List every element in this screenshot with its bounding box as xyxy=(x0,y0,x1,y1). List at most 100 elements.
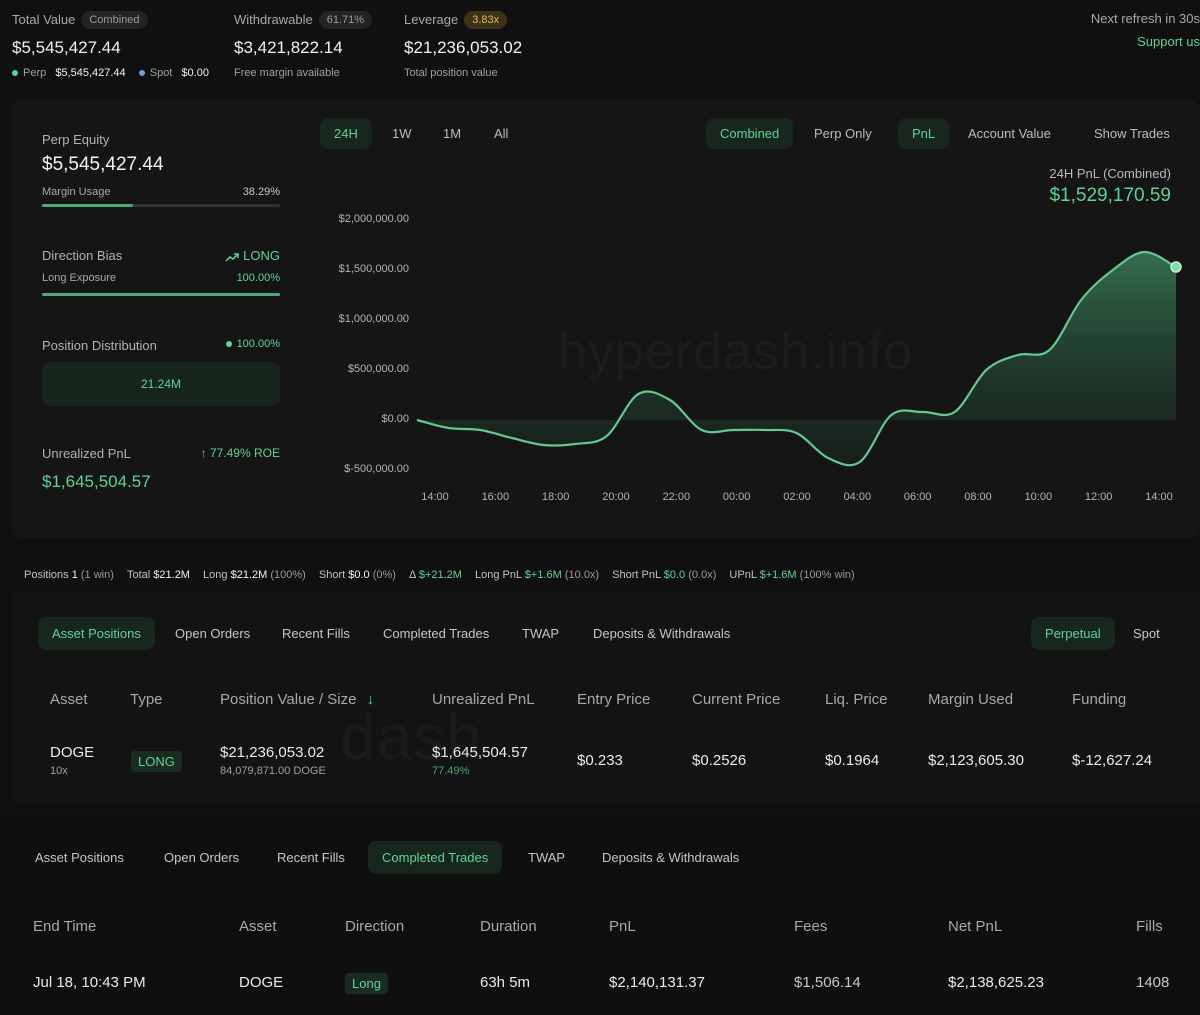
col-fees[interactable]: Fees xyxy=(794,918,828,935)
long-pct: (100%) xyxy=(270,569,306,581)
tab2-recent-fills[interactable]: Recent Fills xyxy=(277,850,345,865)
position-distribution-label: Position Distribution xyxy=(42,338,157,353)
roe: ↑ 77.49% ROE xyxy=(180,446,280,460)
leverage-label: Leverage xyxy=(404,12,459,28)
tab2-open-orders[interactable]: Open Orders xyxy=(164,850,240,865)
sort-down-icon: ↓ xyxy=(366,691,375,708)
col-end-time[interactable]: End Time xyxy=(33,918,97,935)
direction-bias-label: Direction Bias xyxy=(42,248,123,263)
unrealized-pnl-label: Unrealized PnL xyxy=(42,446,131,461)
tab-deposits-withdrawals[interactable]: Deposits & Withdrawals xyxy=(593,626,731,641)
tab2-twap[interactable]: TWAP xyxy=(528,850,566,865)
short-pnl-value: $0.0 xyxy=(663,569,686,581)
combined-badge: Combined xyxy=(81,11,148,29)
tab-completed-trades[interactable]: Completed Trades xyxy=(383,626,490,641)
col-type[interactable]: Type xyxy=(130,691,163,708)
position-distribution-box[interactable]: 21.24M xyxy=(42,362,280,406)
x-tick-label: 12:00 xyxy=(1084,491,1113,503)
short-label: Short xyxy=(318,569,346,581)
row-type-badge: LONG xyxy=(131,751,182,772)
col-net-pnl[interactable]: Net PnL xyxy=(948,918,1003,935)
tab-recent-fills[interactable]: Recent Fills xyxy=(282,626,350,641)
leverage-badge: 3.83x xyxy=(464,11,508,29)
show-trades-button[interactable]: Show Trades xyxy=(1094,126,1170,141)
trade-fills: 1408 xyxy=(1136,974,1170,991)
tab-spot[interactable]: Spot xyxy=(1133,626,1160,641)
range-24h[interactable]: 24H xyxy=(320,118,372,149)
perp-equity-value: $5,545,427.44 xyxy=(42,154,164,175)
col-current-price[interactable]: Current Price xyxy=(692,691,781,708)
upnl-value: $+1.6M xyxy=(759,569,797,581)
positions-count: 1 xyxy=(71,569,78,581)
col-entry-price[interactable]: Entry Price xyxy=(577,691,651,708)
x-tick-label: 14:00 xyxy=(1145,491,1173,503)
direction-bias: LONG xyxy=(200,248,280,263)
distribution-dot-icon xyxy=(225,341,232,348)
x-tick-label: 16:00 xyxy=(481,491,510,503)
withdrawable-value: $3,421,822.14 xyxy=(234,38,343,58)
mode-perp-only[interactable]: Perp Only xyxy=(814,126,872,141)
col-trade-asset[interactable]: Asset xyxy=(239,918,277,935)
watermark: hyperdash.info xyxy=(558,323,914,381)
pnl-value: $1,529,170.59 xyxy=(1049,185,1171,206)
long-pnl-value: $+1.6M xyxy=(524,569,562,581)
row-asset: DOGE xyxy=(50,744,95,761)
delta-value: $+21.2M xyxy=(418,569,462,581)
row-size: 84,079,871.00 DOGE xyxy=(220,765,326,777)
mode-combined[interactable]: Combined xyxy=(706,118,794,149)
total-value-block: Total Value Combined $5,545,427.44 Perp $… xyxy=(12,11,209,79)
long-value: $21.2M xyxy=(230,569,268,581)
positions-summary-bar: Positions 1 (1 win) Total $21.2M Long $2… xyxy=(24,569,855,581)
col-liq-price[interactable]: Liq. Price xyxy=(825,691,888,708)
range-1m[interactable]: 1M xyxy=(443,126,462,141)
upnl-label: UPnL xyxy=(729,569,757,581)
col-asset[interactable]: Asset xyxy=(50,691,88,708)
col-direction[interactable]: Direction xyxy=(345,918,405,935)
tab2-asset-positions[interactable]: Asset Positions xyxy=(35,850,124,865)
margin-usage-value: 38.29% xyxy=(242,186,280,198)
unrealized-pnl-value: $1,645,504.57 xyxy=(42,472,151,491)
pnl-end-point[interactable] xyxy=(1170,261,1182,273)
col-unrealized-pnl[interactable]: Unrealized PnL xyxy=(432,691,535,708)
refresh-timer: Next refresh in 30s xyxy=(1090,11,1200,26)
table-watermark: dash xyxy=(340,701,483,773)
tab2-completed-trades[interactable]: Completed Trades xyxy=(368,841,503,874)
col-margin-used[interactable]: Margin Used xyxy=(928,691,1014,708)
spot-label: Spot xyxy=(149,67,173,80)
tab-asset-positions[interactable]: Asset Positions xyxy=(38,617,155,650)
trade-asset: DOGE xyxy=(239,974,284,991)
position-distribution: 100.00% xyxy=(190,338,280,350)
leverage-sub: Total position value xyxy=(404,67,498,80)
range-1w[interactable]: 1W xyxy=(392,126,412,141)
upnl-win: (100% win) xyxy=(799,569,855,581)
trade-direction-badge: Long xyxy=(345,973,388,994)
margin-usage-fill xyxy=(42,204,134,207)
trade-fees: $1,506.14 xyxy=(794,974,861,991)
long-exposure-label: Long Exposure xyxy=(42,272,116,284)
range-all[interactable]: All xyxy=(494,126,509,141)
support-link[interactable]: Support us xyxy=(1137,34,1200,49)
direction-bias-value: LONG xyxy=(243,248,280,263)
tab2-deposits-withdrawals[interactable]: Deposits & Withdrawals xyxy=(602,850,740,865)
metric-account-value[interactable]: Account Value xyxy=(968,126,1051,141)
y-tick-label: $2,000,000.00 xyxy=(338,213,409,225)
x-tick-label: 02:00 xyxy=(783,491,811,503)
col-duration[interactable]: Duration xyxy=(480,918,537,935)
metric-pnl[interactable]: PnL xyxy=(898,118,950,149)
total-value-label: Total Value xyxy=(12,12,76,28)
position-distribution-value: 100.00% xyxy=(236,338,280,350)
positions-panel xyxy=(14,592,1200,802)
tab-open-orders[interactable]: Open Orders xyxy=(175,626,251,641)
col-funding[interactable]: Funding xyxy=(1072,691,1127,708)
col-fills[interactable]: Fills xyxy=(1136,918,1163,935)
col-position-value[interactable]: Position Value / Size ↓ xyxy=(220,691,374,708)
tab-perpetual[interactable]: Perpetual xyxy=(1031,617,1115,650)
y-tick-label: $500,000.00 xyxy=(347,363,409,375)
withdrawable-label: Withdrawable xyxy=(234,12,313,28)
col-pnl[interactable]: PnL xyxy=(609,918,636,935)
short-pct: (0%) xyxy=(372,569,396,581)
perp-dot-icon xyxy=(12,70,18,77)
y-tick-label: $0.00 xyxy=(381,413,409,425)
tab-twap[interactable]: TWAP xyxy=(522,626,560,641)
perp-label: Perp xyxy=(23,67,47,80)
